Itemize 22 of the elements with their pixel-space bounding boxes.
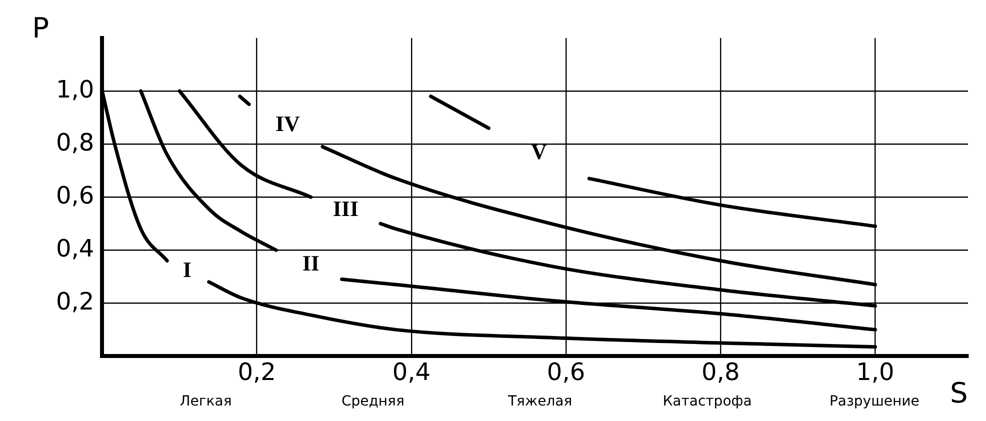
text: Легкая xyxy=(180,394,232,410)
y-tick-label: 0,2 xyxy=(56,287,94,316)
y-tick-label: 0,6 xyxy=(56,181,94,210)
series-label: I xyxy=(182,257,192,282)
x-tick-label: 0,4 xyxy=(392,358,430,386)
series-label: II xyxy=(302,250,320,276)
y-tick-label: 0,4 xyxy=(56,234,94,262)
series-label: III xyxy=(332,196,359,222)
x-axis-title: S xyxy=(950,376,968,410)
y-tick-label: 0,8 xyxy=(56,128,94,156)
x-tick-label: 0,8 xyxy=(702,358,740,386)
series-label: IV xyxy=(275,111,300,136)
text: Тяжелая xyxy=(507,394,572,410)
y-axis-title: P xyxy=(32,11,50,44)
y-tick-label: 1,0 xyxy=(56,75,94,104)
text: Катастрофа xyxy=(662,394,752,410)
x-tick-label: 0,6 xyxy=(546,358,586,386)
series-label: V xyxy=(531,139,548,164)
text: Разрушение xyxy=(829,394,920,410)
text: Средняя xyxy=(341,394,404,410)
x-tick-label: 0,2 xyxy=(238,358,276,386)
x-tick-label: 1,0 xyxy=(856,358,894,386)
